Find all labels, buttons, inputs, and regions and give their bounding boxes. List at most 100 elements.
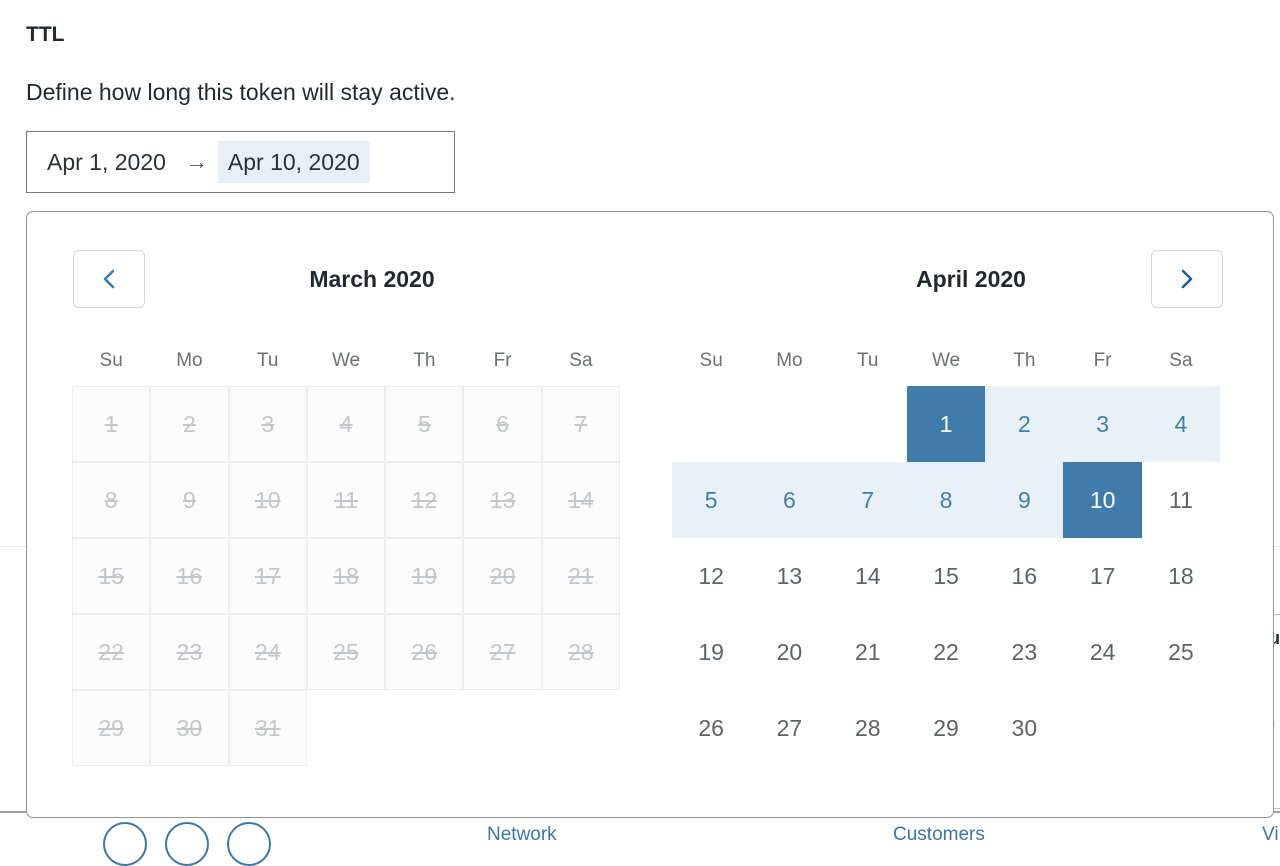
day-cell-5[interactable]: 5	[672, 462, 751, 538]
day-cell-8: 8	[72, 462, 151, 538]
day-cell-31: 31	[228, 690, 307, 766]
day-cell-11: 11	[306, 462, 386, 538]
weekday-header-row: Su Mo Tu We Th Fr Sa	[672, 342, 1220, 380]
day-cell-13: 13	[463, 462, 542, 538]
day-cell-29[interactable]: 29	[933, 714, 959, 741]
day-cell-27: 27	[463, 614, 542, 690]
date-range-end-field[interactable]: Apr 10, 2020	[217, 141, 370, 183]
day-cell-8[interactable]: 8	[906, 462, 986, 538]
background-footer-label-view[interactable]: Vi	[1262, 824, 1279, 845]
day-cell-5: 5	[385, 386, 464, 462]
day-cell-18[interactable]: 18	[1168, 562, 1194, 589]
weekday-label-th: Th	[1013, 350, 1036, 371]
day-cell-4: 4	[306, 386, 386, 462]
day-grid: 1 2 3 4 5 6 7 8 9 10 11 12 13 14 15 16 17 18 19 20 21 22 23 24 2…	[72, 386, 621, 766]
chevron-right-icon	[1176, 266, 1198, 292]
day-cell-25[interactable]: 25	[1168, 638, 1194, 665]
date-range-input[interactable]: Apr 1, 2020 → Apr 10, 2020	[26, 131, 455, 193]
weekday-label-tu: Tu	[257, 350, 279, 371]
day-cell-24: 24	[228, 614, 307, 690]
weekday-label-mo: Mo	[776, 350, 803, 371]
day-cell-15[interactable]: 15	[933, 562, 959, 589]
day-cell-21[interactable]: 21	[854, 638, 881, 665]
day-grid: 1 2 3 4 5 6 7 8 9 10 11 12 13 14 15 16 17 18 19 20 21 22 23 24 2…	[672, 386, 1221, 766]
background-footer-label-network[interactable]: Network	[487, 824, 557, 845]
background-footer-label-customers[interactable]: Customers	[893, 824, 985, 845]
day-cell-6: 6	[463, 386, 542, 462]
weekday-header-row: Su Mo Tu We Th Fr Sa	[72, 342, 620, 380]
field-heading-block: TTL Define how long this token will stay…	[26, 22, 456, 106]
weekday-label-su: Su	[699, 350, 723, 371]
day-cell-26[interactable]: 26	[698, 714, 724, 741]
day-cell-27[interactable]: 27	[776, 714, 803, 741]
weekday-label-sa: Sa	[1169, 350, 1193, 371]
day-cell-26: 26	[385, 614, 464, 690]
day-cell-30[interactable]: 30	[1011, 714, 1038, 741]
day-cell-29: 29	[72, 690, 151, 766]
day-cell-11[interactable]: 11	[1168, 486, 1193, 513]
day-cell-2: 2	[150, 386, 229, 462]
day-cell-17: 17	[228, 538, 307, 614]
day-cell-3: 3	[228, 386, 307, 462]
next-month-button[interactable]	[1151, 250, 1223, 308]
avatar[interactable]	[227, 822, 271, 866]
avatar[interactable]	[165, 822, 209, 866]
weekday-label-fr: Fr	[1093, 350, 1112, 371]
date-range-start-field[interactable]: Apr 1, 2020	[47, 149, 166, 175]
day-cell-empty	[750, 386, 828, 462]
day-cell-10[interactable]: 10	[1063, 462, 1142, 538]
day-cell-22[interactable]: 22	[933, 638, 959, 665]
day-cell-28[interactable]: 28	[854, 714, 881, 741]
weekday-label-we: We	[331, 350, 361, 371]
day-cell-25: 25	[306, 614, 386, 690]
day-cell-2[interactable]: 2	[985, 386, 1064, 462]
day-cell-1[interactable]: 1	[906, 386, 986, 462]
day-cell-16: 16	[150, 538, 229, 614]
prev-month-button[interactable]	[73, 250, 145, 308]
day-cell-6[interactable]: 6	[750, 462, 829, 538]
weekday-label-tu: Tu	[857, 350, 879, 371]
day-cell-19[interactable]: 19	[698, 638, 724, 665]
day-cell-24[interactable]: 24	[1089, 638, 1116, 665]
field-description: Define how long this token will stay act…	[26, 79, 456, 105]
day-cell-12: 12	[385, 462, 464, 538]
day-cell-20: 20	[463, 538, 542, 614]
day-cell-19: 19	[385, 538, 464, 614]
day-cell-23[interactable]: 23	[1011, 638, 1038, 665]
weekday-label-we: We	[931, 350, 961, 371]
day-cell-9: 9	[150, 462, 229, 538]
day-cell-14[interactable]: 14	[854, 562, 881, 589]
day-cell-22: 22	[72, 614, 151, 690]
weekday-label-fr: Fr	[493, 350, 512, 371]
day-cell-12[interactable]: 12	[698, 562, 724, 589]
chevron-left-icon	[98, 266, 120, 292]
day-cell-13[interactable]: 13	[776, 562, 803, 589]
day-cell-7: 7	[541, 386, 621, 462]
day-cell-1: 1	[72, 386, 151, 462]
day-cell-4[interactable]: 4	[1141, 386, 1221, 462]
page-title: TTL	[26, 23, 65, 46]
day-cell-empty	[672, 386, 750, 462]
day-cell-9[interactable]: 9	[985, 462, 1064, 538]
day-cell-17[interactable]: 17	[1089, 562, 1116, 589]
day-cell-16[interactable]: 16	[1011, 562, 1038, 589]
day-cell-3[interactable]: 3	[1063, 386, 1142, 462]
day-cell-18: 18	[306, 538, 386, 614]
month-title-april: April 2020	[916, 266, 1026, 292]
weekday-label-mo: Mo	[176, 350, 203, 371]
avatar[interactable]	[103, 822, 147, 866]
day-cell-23: 23	[150, 614, 229, 690]
day-cell-15: 15	[72, 538, 151, 614]
day-cell-21: 21	[541, 538, 621, 614]
day-cell-30: 30	[150, 690, 229, 766]
day-cell-10: 10	[228, 462, 307, 538]
month-title-march: March 2020	[309, 266, 435, 292]
day-cell-empty	[829, 386, 907, 462]
month-panel-april: Su Mo Tu We Th Fr Sa 1 2 3 4 5 6 7 8 9 10 11 12 13 14 15 16 17…	[672, 342, 1221, 766]
weekday-label-su: Su	[99, 350, 123, 371]
day-cell-7[interactable]: 7	[828, 462, 907, 538]
day-cell-20[interactable]: 20	[776, 638, 803, 665]
month-panel-march: Su Mo Tu We Th Fr Sa 1 2 3 4 5 6 7 8 9 10 11 12 13 14 15 16 17…	[72, 342, 621, 766]
weekday-label-sa: Sa	[569, 350, 593, 371]
